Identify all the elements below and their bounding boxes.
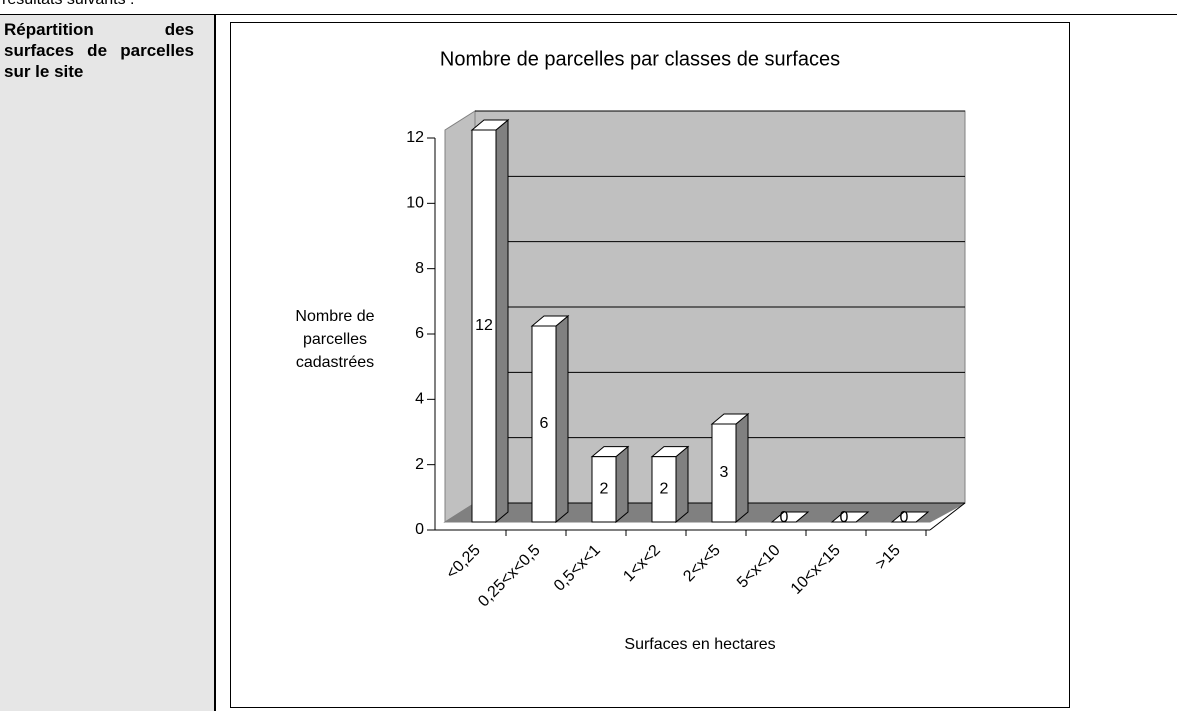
y-axis-label: Nombre de parcelles cadastrées [295, 308, 375, 371]
x-tick-label: 5<x<10 [734, 542, 784, 592]
label-cell: Répartition des surfaces de parcelles su… [0, 14, 216, 711]
chart-title: Nombre de parcelles par classes de surfa… [440, 48, 840, 70]
data-label: 2 [600, 481, 609, 498]
bar-side [675, 445, 689, 524]
bar-side [735, 412, 749, 524]
bar [471, 129, 497, 523]
y-tick-label: 10 [406, 195, 424, 212]
data-label: 12 [475, 317, 493, 334]
x-tick-label: 1<x<2 [620, 542, 664, 586]
x-tick-label: 2<x<5 [680, 542, 724, 586]
x-axis-depth [929, 502, 966, 531]
x-tick-label: <0,25 [443, 542, 484, 583]
data-label: 6 [540, 415, 549, 432]
data-label: 2 [660, 481, 669, 498]
cell-label: Répartition des surfaces de parcelles su… [4, 20, 194, 81]
y-tick-label: 12 [406, 129, 424, 146]
bar-top [770, 511, 810, 523]
bar-top [830, 511, 870, 523]
data-label: 0 [900, 509, 909, 526]
bar [591, 456, 617, 523]
bar [651, 456, 677, 523]
x-axis-label: Surfaces en hectares [624, 636, 775, 653]
bar [531, 325, 557, 523]
table-border [216, 14, 1177, 15]
bar-side [495, 118, 509, 524]
floor [443, 502, 966, 523]
x-tick-label: 0,25<x<0,5 [475, 542, 544, 611]
bar-side [555, 314, 569, 524]
y-tick-label: 2 [415, 456, 424, 473]
y-tick-label: 8 [415, 260, 424, 277]
data-label: 0 [840, 509, 849, 526]
chart-frame [230, 22, 1070, 708]
y-tick-label: 4 [415, 391, 424, 408]
bar-top [890, 511, 930, 523]
y-tick-label: 6 [415, 325, 424, 342]
intro-text: résultats suivants : [2, 0, 135, 9]
bar [711, 423, 737, 523]
bar-side [615, 445, 629, 524]
side-wall [444, 110, 476, 523]
x-tick-label: >15 [873, 542, 904, 573]
x-tick-label: 10<x<15 [788, 542, 844, 598]
x-tick-label: 0,5<x<1 [551, 542, 604, 595]
y-tick-label: 0 [415, 521, 424, 538]
data-label: 3 [720, 464, 729, 481]
data-label: 0 [780, 509, 789, 526]
